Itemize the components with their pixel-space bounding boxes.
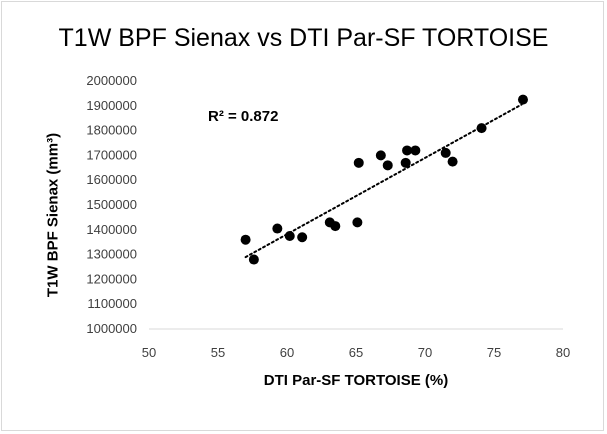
y-tick-label: 1700000 — [86, 147, 137, 162]
data-point — [402, 145, 413, 156]
y-tick-label: 1100000 — [87, 296, 137, 311]
tick-labels: 1000000 1100000 1200000 1300000 1400000 15000… — [86, 73, 570, 360]
data-point — [517, 94, 528, 105]
y-tick-label: 1300000 — [86, 247, 137, 262]
data-point — [410, 145, 421, 156]
y-tick-label: 1600000 — [86, 172, 137, 187]
x-tick-label: 75 — [487, 345, 501, 360]
x-tick-label: 70 — [418, 345, 432, 360]
chart-title: T1W BPF Sienax vs DTI Par-SF TORTOISE — [58, 24, 549, 52]
data-points — [240, 94, 528, 265]
data-point — [272, 223, 283, 234]
data-point — [248, 254, 259, 265]
y-tick-label: 1900000 — [86, 98, 137, 113]
y-tick-label: 1000000 — [86, 321, 137, 336]
data-point — [330, 221, 341, 232]
x-tick-label: 60 — [280, 345, 294, 360]
x-tick-label: 65 — [349, 345, 363, 360]
data-point — [440, 147, 451, 158]
data-point — [352, 217, 363, 228]
y-tick-label: 1200000 — [86, 271, 137, 286]
data-point — [284, 231, 295, 241]
x-tick-label: 55 — [211, 345, 225, 360]
data-point — [375, 150, 386, 161]
data-point — [400, 157, 411, 168]
y-tick-label: 1800000 — [86, 123, 137, 138]
x-tick-label: 50 — [142, 345, 156, 360]
x-tick-label: 80 — [556, 345, 570, 360]
y-tick-label: 1500000 — [86, 197, 137, 212]
data-point — [382, 160, 393, 171]
data-point — [240, 234, 251, 245]
data-point — [447, 156, 458, 167]
data-point — [353, 157, 364, 168]
y-tick-label: 2000000 — [86, 73, 137, 88]
y-tick-label: 1400000 — [86, 222, 137, 237]
data-point — [476, 123, 487, 134]
x-axis-label: DTI Par-SF TORTOISE (%) — [263, 372, 449, 389]
r-squared-annotation: R² = 0.872 — [208, 108, 279, 125]
data-point — [297, 232, 308, 243]
